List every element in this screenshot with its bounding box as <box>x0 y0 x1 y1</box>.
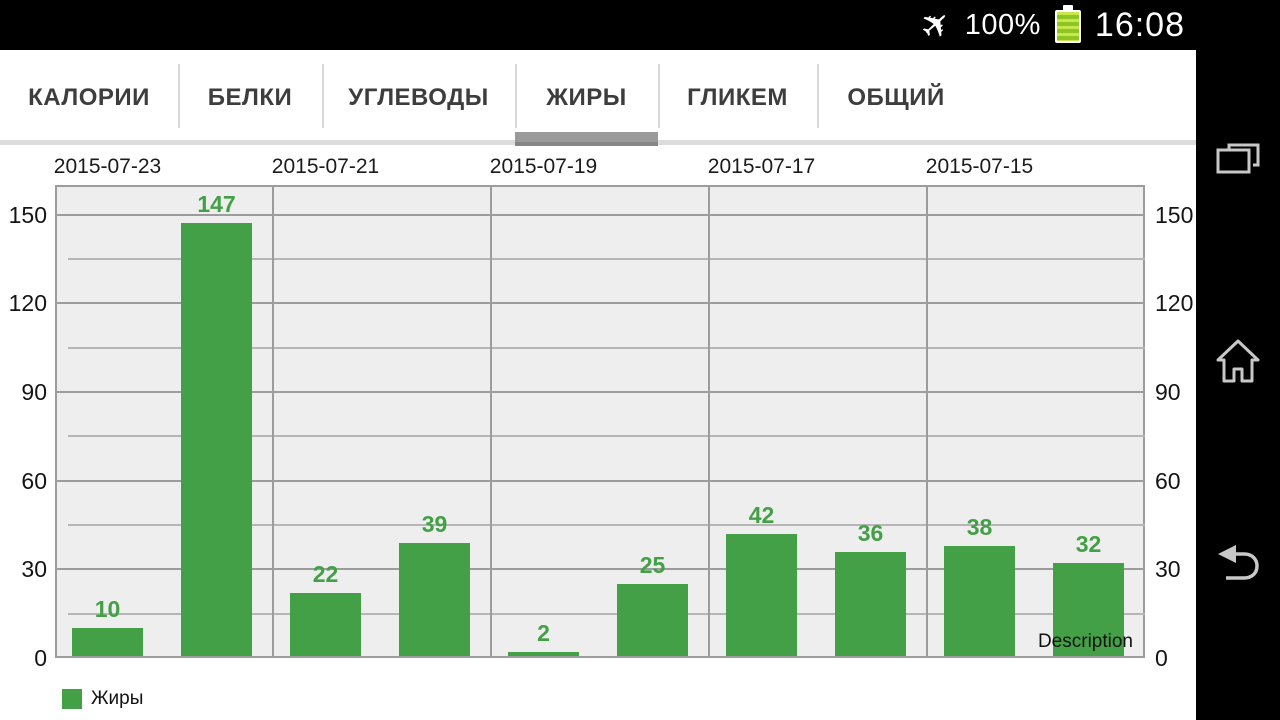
bar-value-label: 39 <box>421 511 448 537</box>
bar[interactable] <box>72 628 143 656</box>
gridline-minor <box>68 435 1145 437</box>
tab-divider <box>178 64 180 128</box>
bar-value-label: 22 <box>312 561 339 587</box>
y-axis-label-right: 90 <box>1155 379 1181 405</box>
bar[interactable] <box>944 546 1015 656</box>
bar-value-label: 32 <box>1075 531 1102 557</box>
tab-divider <box>658 64 660 128</box>
gridline-major <box>55 480 1145 482</box>
clock: 16:08 <box>1094 5 1185 44</box>
y-axis-label-right: 150 <box>1155 202 1194 228</box>
bar-value-label: 36 <box>857 520 884 546</box>
bar[interactable] <box>835 552 906 656</box>
battery-cap <box>1062 5 1073 10</box>
gridline-minor <box>68 347 1145 349</box>
y-axis-label-left: 30 <box>21 556 47 582</box>
y-axis-label-right: 60 <box>1155 468 1181 494</box>
bar-value-label: 2 <box>537 620 550 646</box>
date-label: 2015-07-21 <box>271 155 380 178</box>
battery-percent: 100% <box>964 8 1041 41</box>
tab-uglevody[interactable]: УГЛЕВОДЫ <box>348 83 489 111</box>
y-axis-label-left: 120 <box>8 290 47 316</box>
y-axis-label-right: 0 <box>1155 645 1168 671</box>
legend-label: Жиры <box>91 688 144 709</box>
airplane-mode-icon: ✈ <box>910 0 961 50</box>
category-divider <box>490 185 492 658</box>
date-label: 2015-07-19 <box>489 155 598 178</box>
chart-description: Description <box>1037 631 1133 652</box>
gridline-major <box>55 302 1145 304</box>
tab-bar: КАЛОРИИ БЕЛКИ УГЛЕВОДЫ ЖИРЫ ГЛИКЕМ ОБЩИЙ <box>0 50 1196 145</box>
bar[interactable] <box>617 584 688 656</box>
y-axis-label-left: 60 <box>21 468 47 494</box>
bar-value-label: 42 <box>748 502 775 528</box>
tab-glikem[interactable]: ГЛИКЕМ <box>687 83 788 111</box>
gridline-major <box>55 391 1145 393</box>
plot-area: 10 147 22 39 2 25 42 36 38 32 <box>55 185 1145 658</box>
bar[interactable] <box>399 543 470 656</box>
category-divider <box>708 185 710 658</box>
y-axis-label-left: 150 <box>8 202 47 228</box>
bar[interactable] <box>726 534 797 656</box>
gridline-minor <box>68 524 1145 526</box>
tab-divider <box>515 64 517 128</box>
y-axis-label-left: 90 <box>21 379 47 405</box>
bar-value-label: 25 <box>639 552 666 578</box>
tab-zhiry[interactable]: ЖИРЫ <box>546 83 627 111</box>
tab-belki[interactable]: БЕЛКИ <box>207 83 293 111</box>
home-icon[interactable] <box>1212 336 1264 388</box>
gridline-major <box>55 214 1145 216</box>
gridline-minor <box>68 258 1145 260</box>
gridline-major <box>55 568 1145 570</box>
chart-legend: Жиры <box>62 688 143 710</box>
date-label: 2015-07-15 <box>925 155 1034 178</box>
date-label: 2015-07-23 <box>53 155 162 178</box>
recent-apps-icon[interactable] <box>1213 138 1263 184</box>
tab-divider <box>322 64 324 128</box>
battery-body <box>1054 10 1081 43</box>
selected-tab-indicator <box>515 132 658 146</box>
category-divider <box>926 185 928 658</box>
bar-value-label: 10 <box>94 596 121 622</box>
bar-value-label: 147 <box>197 191 236 217</box>
tab-obshchiy[interactable]: ОБЩИЙ <box>847 83 945 111</box>
battery-icon <box>1054 5 1081 45</box>
bar[interactable] <box>508 652 579 656</box>
status-bar: ✈ 100% 16:08 <box>0 0 1280 50</box>
tab-divider <box>817 64 819 128</box>
y-axis-label-right: 30 <box>1155 556 1181 582</box>
y-axis-label-right: 120 <box>1155 290 1194 316</box>
legend-swatch <box>62 689 82 709</box>
category-divider <box>272 185 274 658</box>
bar[interactable] <box>181 223 252 656</box>
bar[interactable] <box>290 593 361 656</box>
date-label: 2015-07-17 <box>707 155 816 178</box>
navigation-bar <box>1196 50 1280 720</box>
back-icon[interactable] <box>1212 540 1264 584</box>
tab-kalorii[interactable]: КАЛОРИИ <box>28 83 150 111</box>
gridline-minor <box>68 613 1145 615</box>
fats-bar-chart: 10 147 22 39 2 25 42 36 38 32 Description Жиры 20… <box>0 145 1196 720</box>
bar-value-label: 38 <box>966 514 993 540</box>
y-axis-label-left: 0 <box>34 645 47 671</box>
bar[interactable] <box>1053 563 1124 656</box>
